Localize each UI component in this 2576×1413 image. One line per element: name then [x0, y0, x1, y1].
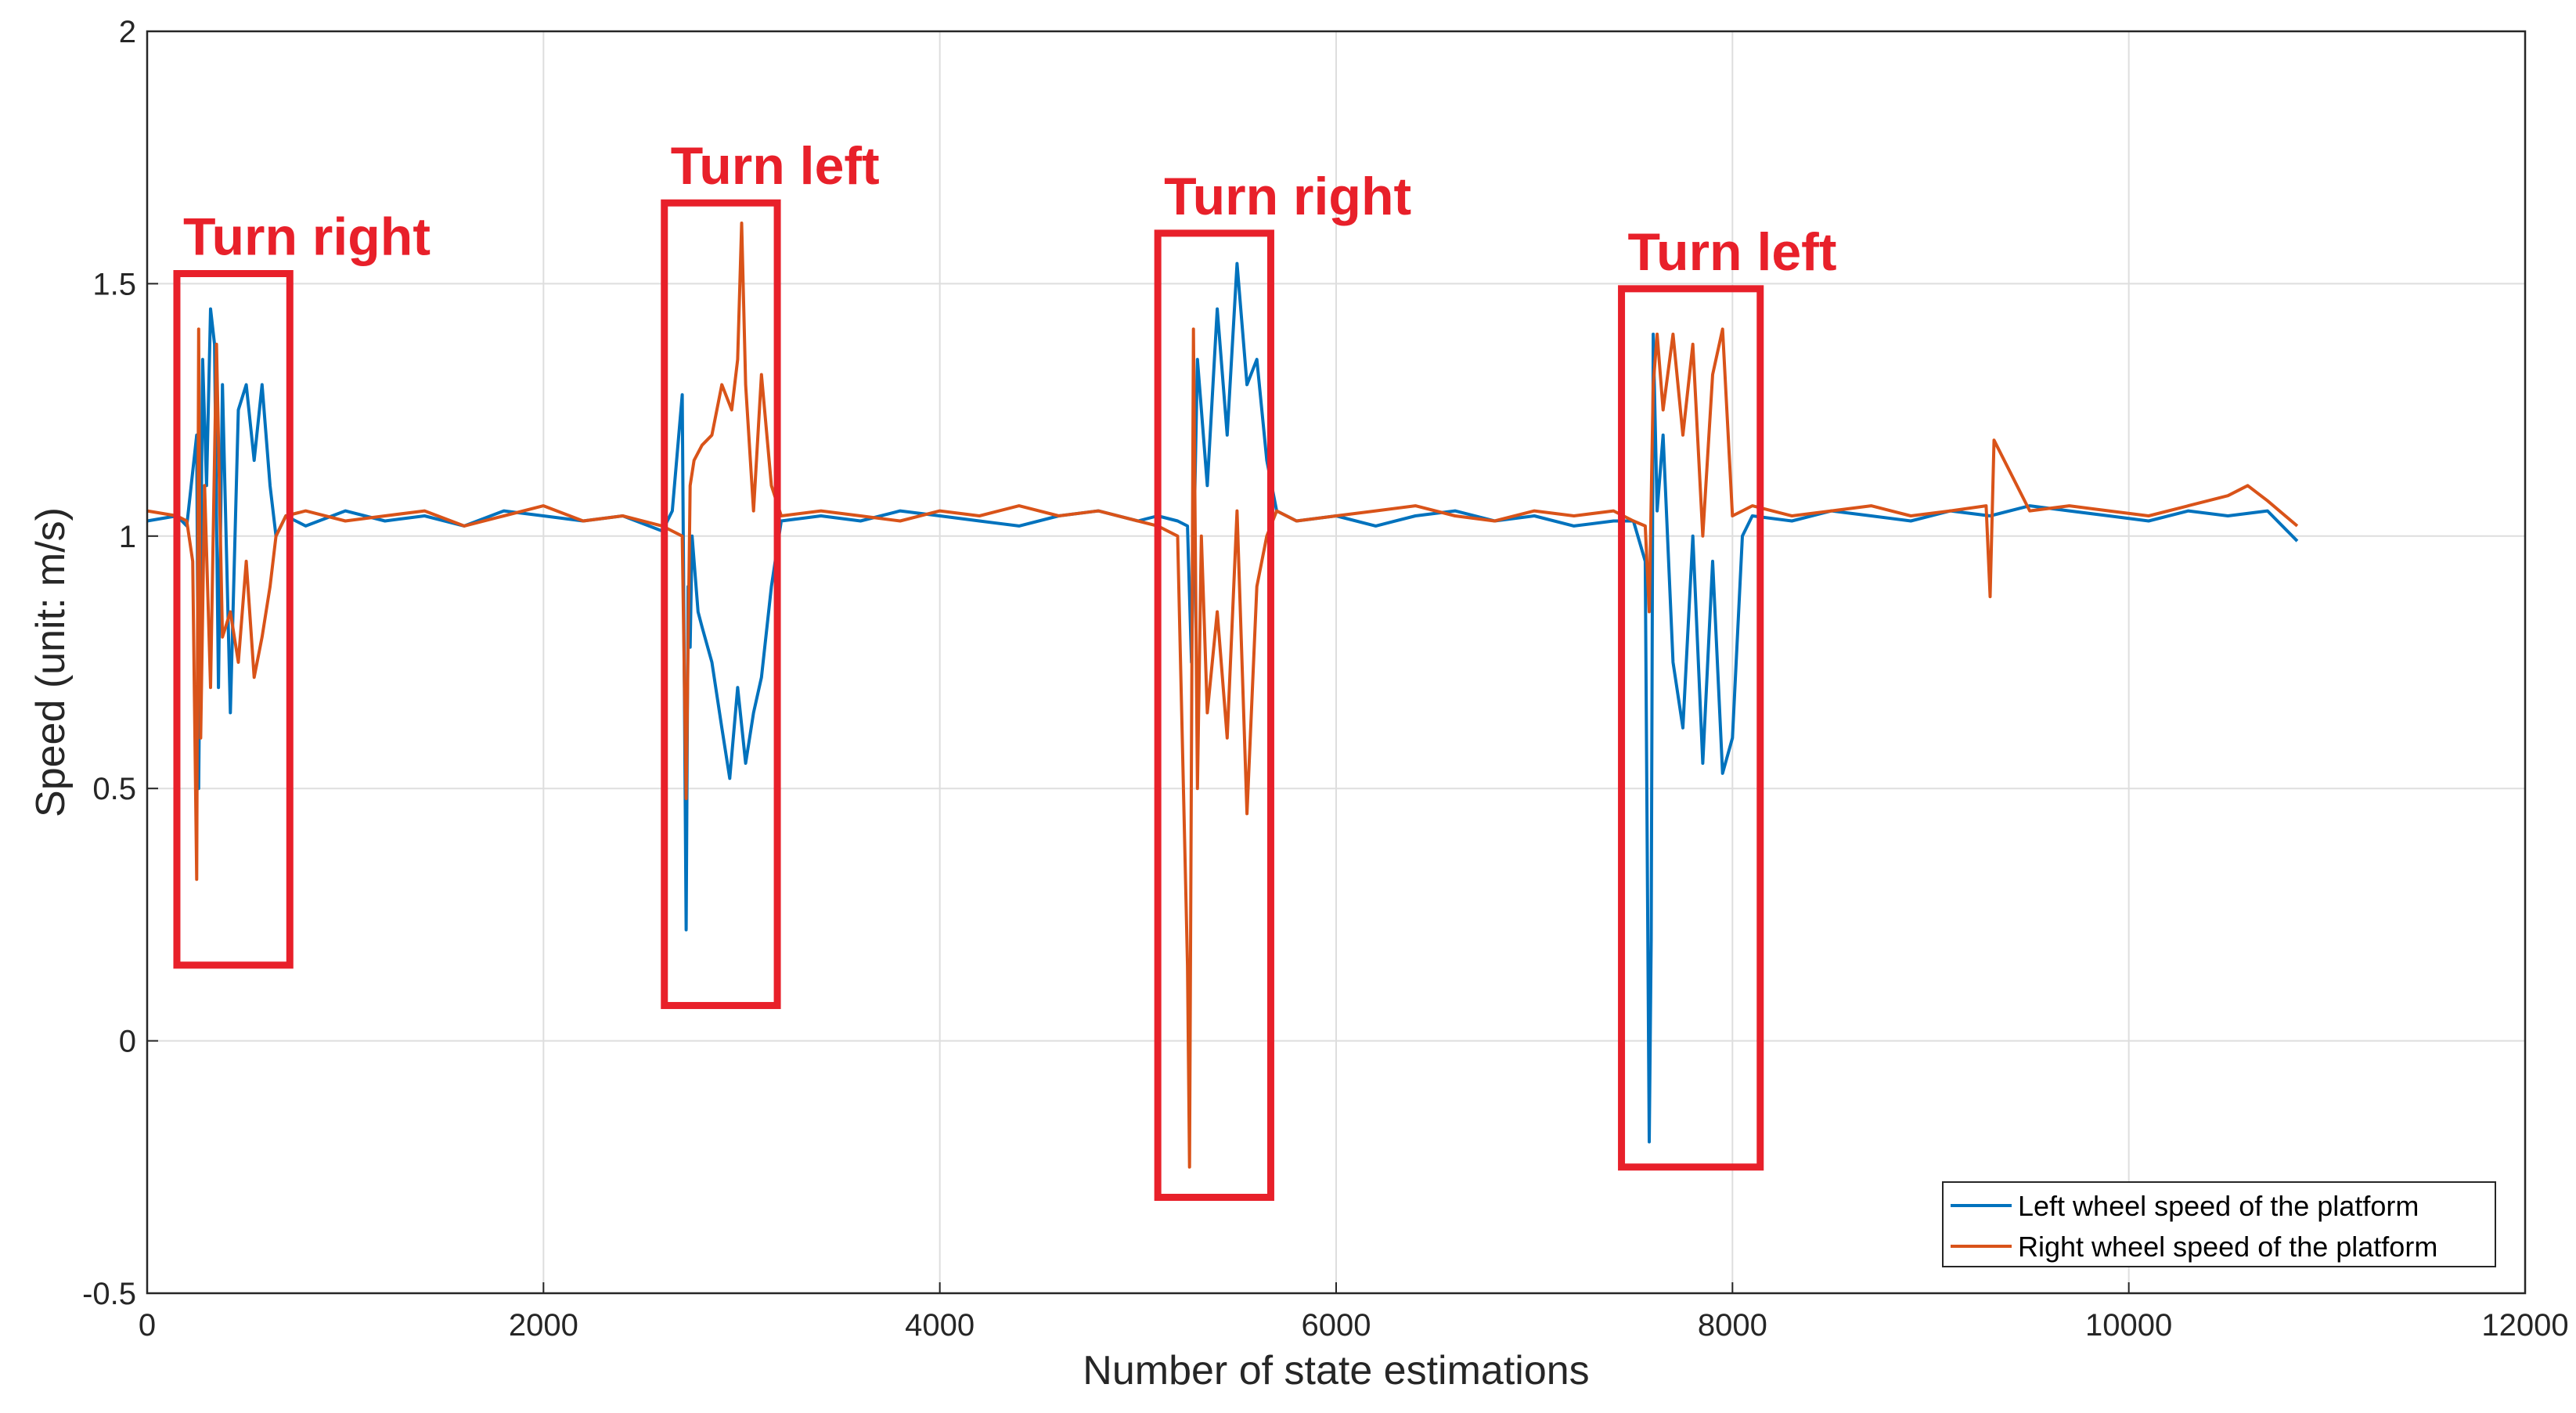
legend-box — [1942, 1181, 2496, 1267]
legend-label-left-wheel: Left wheel speed of the platform — [2018, 1190, 2419, 1222]
x-tick-label: 0 — [139, 1308, 156, 1343]
x-axis-title: Number of state estimations — [1083, 1348, 1589, 1393]
y-tick-label: 2 — [119, 15, 136, 49]
annotation-box-3 — [1618, 285, 1764, 1171]
y-tick-label: 0.5 — [92, 772, 136, 806]
legend[interactable]: Left wheel speed of the platform Right w… — [1942, 1181, 2496, 1267]
annotation-box-0 — [173, 270, 294, 969]
legend-label-right-wheel: Right wheel speed of the platform — [2018, 1231, 2437, 1263]
x-tick-label: 10000 — [2085, 1308, 2172, 1343]
y-axis-title: Speed (unit: m/s) — [28, 507, 74, 817]
tick-labels: 0 2000 4000 6000 8000 10000 12000-0.500.511.52 — [82, 15, 2569, 1343]
y-tick-label: 1.5 — [92, 267, 136, 301]
annotation-label-3: Turn left — [1628, 222, 1837, 282]
annotation-label-2: Turn right — [1164, 167, 1411, 226]
annotation-box-2 — [1154, 229, 1274, 1201]
x-tick-label: 6000 — [1302, 1308, 1371, 1343]
x-tick-label: 4000 — [905, 1308, 975, 1343]
annotation-label-1: Turn left — [671, 136, 880, 196]
x-tick-label: 2000 — [509, 1308, 578, 1343]
annotation-label-0: Turn right — [183, 207, 431, 267]
x-tick-label: 12000 — [2481, 1308, 2568, 1343]
annotations: Turn right Turn left Turn right Turn left — [173, 136, 1837, 1201]
y-tick-label: 1 — [119, 520, 136, 554]
y-tick-label: 0 — [119, 1025, 136, 1059]
y-tick-label: -0.5 — [82, 1277, 136, 1311]
x-tick-label: 8000 — [1698, 1308, 1767, 1343]
series-group — [146, 222, 2299, 1169]
series-line-0 — [146, 261, 2299, 1144]
annotation-box-1 — [661, 199, 781, 1009]
